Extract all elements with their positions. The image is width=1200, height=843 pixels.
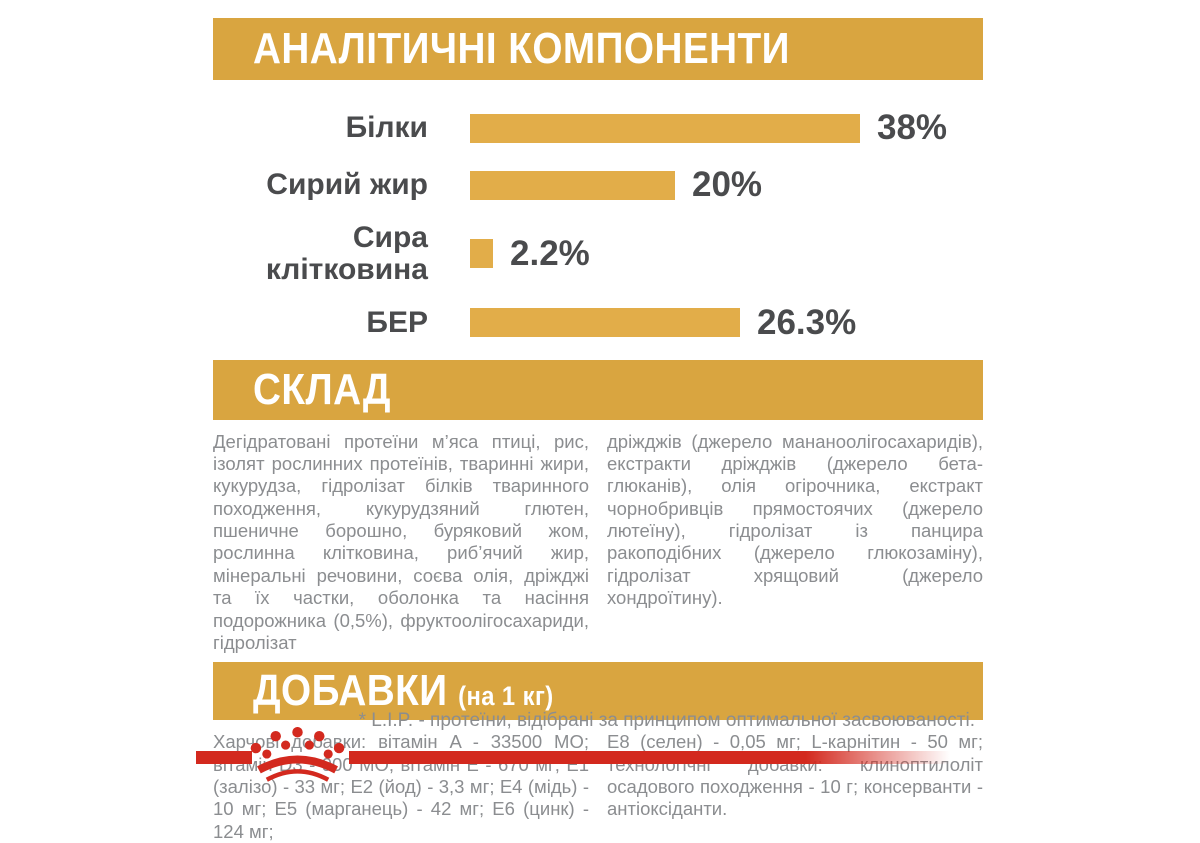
additives-title-suffix: (на 1 кг) xyxy=(458,681,554,712)
royal-canin-crown-icon xyxy=(250,727,345,782)
composition-title: СКЛАД xyxy=(253,364,391,414)
chart-bar xyxy=(470,308,740,338)
additives-header: ДОБАВКИ (на 1 кг) xyxy=(213,662,983,721)
chart-row: Сира клітковина 2.2% xyxy=(213,222,983,286)
analytical-components-title: АНАЛІТИЧНІ КОМПОНЕНТИ xyxy=(253,24,790,73)
chart-category-label: Сира клітковина xyxy=(265,221,428,286)
chart-row: БЕР 26.3% xyxy=(213,303,983,343)
analytical-components-header: АНАЛІТИЧНІ КОМПОНЕНТИ xyxy=(213,18,983,80)
chart-value-label: 20% xyxy=(692,165,763,204)
chart-row: Сирий жир 20% xyxy=(213,165,983,205)
additives-title: ДОБАВКИ xyxy=(253,666,448,716)
analytical-components-chart: Білки 38% Сирий жир 20% Сира клітковина 2.2% Б… xyxy=(213,108,983,343)
chart-category-label: Сирий жир xyxy=(266,168,428,202)
chart-category-label: БЕР xyxy=(366,305,428,339)
chart-bar xyxy=(470,239,493,269)
red-strip-right xyxy=(349,751,950,764)
chart-value-label: 26.3% xyxy=(757,302,857,342)
red-strip-left xyxy=(196,751,252,764)
composition-text: Дегідратовані протеїни м’яса птиці, рис,… xyxy=(213,431,983,655)
chart-bar xyxy=(470,113,860,143)
chart-value-label: 38% xyxy=(877,108,948,147)
chart-category-label: Білки xyxy=(345,111,428,145)
chart-bar xyxy=(470,170,675,200)
composition-header: СКЛАД xyxy=(213,359,983,420)
composition-column-left: Дегідратовані протеїни м’яса птиці, рис,… xyxy=(213,430,589,653)
lip-footnote: * L.I.P. - протеїни, відібрані за принци… xyxy=(358,710,975,731)
chart-value-label: 2.2% xyxy=(510,233,590,273)
chart-row: Білки 38% xyxy=(213,108,983,148)
additives-column-right: E8 (селен) - 0,05 мг; L-карнітин - 50 мг… xyxy=(607,731,983,820)
composition-column-right: дріжджів (джерело мананоолігосахаридів),… xyxy=(607,430,983,609)
